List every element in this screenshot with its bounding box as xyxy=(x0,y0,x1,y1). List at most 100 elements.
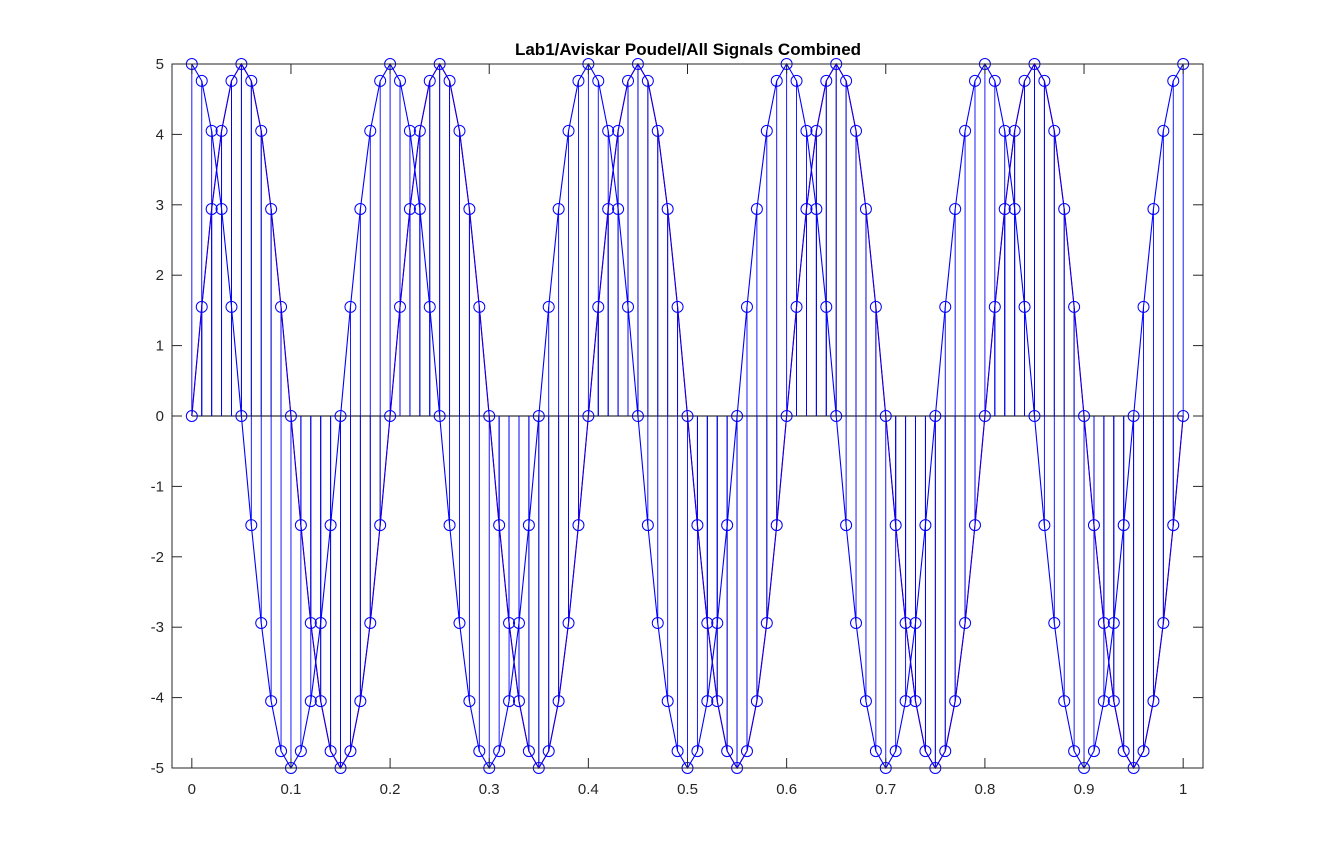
stems xyxy=(191,64,1184,768)
point-s1-62 xyxy=(800,203,813,216)
point-s1-3 xyxy=(215,124,228,137)
point-s2-44 xyxy=(622,300,635,313)
point-s2-81 xyxy=(988,74,1001,87)
y-tick-label-1: -4 xyxy=(151,690,164,707)
y-tick-label-8: 3 xyxy=(156,197,164,214)
point-s2-7 xyxy=(255,616,268,629)
point-s2-5 xyxy=(235,410,248,422)
x-tick-label-10: 1 xyxy=(1179,781,1187,798)
point-s2-39 xyxy=(572,74,585,87)
point-s1-82 xyxy=(998,203,1011,216)
point-s2-58 xyxy=(760,124,773,137)
point-s2-94 xyxy=(1117,519,1130,532)
point-s2-72 xyxy=(899,695,912,708)
point-s1-67 xyxy=(850,124,863,137)
point-s1-53 xyxy=(711,695,724,708)
point-s1-83 xyxy=(1008,124,1021,137)
point-s2-88 xyxy=(1058,695,1071,708)
point-s1-61 xyxy=(790,300,803,313)
point-s1-38 xyxy=(562,616,575,629)
point-s1-9 xyxy=(275,300,288,313)
x-tick-label-7: 0.7 xyxy=(875,781,896,798)
point-s1-57 xyxy=(750,695,763,708)
point-s1-80 xyxy=(978,410,991,422)
point-s1-76 xyxy=(939,745,952,758)
point-s2-38 xyxy=(562,124,575,137)
point-s2-77 xyxy=(949,203,962,216)
point-s1-47 xyxy=(651,124,664,137)
series-line-1 xyxy=(191,62,1184,770)
point-s1-43 xyxy=(612,124,625,137)
point-s1-88 xyxy=(1058,203,1071,216)
point-s1-64 xyxy=(820,74,833,87)
point-s2-32 xyxy=(503,695,516,708)
point-s1-40 xyxy=(582,410,595,422)
point-s1-28 xyxy=(463,203,476,216)
point-s2-34 xyxy=(522,519,535,532)
point-s2-68 xyxy=(859,695,872,708)
point-s1-23 xyxy=(413,124,426,137)
point-s1-19 xyxy=(374,519,387,532)
point-s1-37 xyxy=(552,695,565,708)
point-s1-1 xyxy=(195,300,208,313)
point-s1-36 xyxy=(542,745,555,758)
x-tick-label-3: 0.3 xyxy=(479,781,500,798)
x-tick-label-9: 0.9 xyxy=(1074,781,1095,798)
point-s2-76 xyxy=(939,300,952,313)
point-s1-12 xyxy=(304,616,317,629)
point-s2-2 xyxy=(205,124,218,137)
point-s2-18 xyxy=(364,124,377,137)
point-s2-62 xyxy=(800,124,813,137)
point-s1-31 xyxy=(493,519,506,532)
point-s1-7 xyxy=(255,124,268,137)
point-s1-54 xyxy=(721,745,734,758)
point-s2-52 xyxy=(701,695,714,708)
point-s2-4 xyxy=(225,300,238,313)
point-s1-34 xyxy=(522,745,535,758)
point-s2-69 xyxy=(869,745,882,758)
point-s2-29 xyxy=(473,745,486,758)
point-s1-26 xyxy=(443,74,456,87)
point-s1-29 xyxy=(473,300,486,313)
point-s2-14 xyxy=(324,519,337,532)
point-s1-89 xyxy=(1068,300,1081,313)
point-s1-70 xyxy=(879,410,892,422)
point-s2-85 xyxy=(1028,410,1041,422)
point-s2-71 xyxy=(889,745,902,758)
point-s2-1 xyxy=(195,74,208,87)
point-s2-93 xyxy=(1107,616,1120,629)
point-s1-77 xyxy=(949,695,962,708)
chart-title: Lab1/Aviskar Poudel/All Signals Combined xyxy=(515,40,861,59)
point-s1-13 xyxy=(314,695,327,708)
point-s2-42 xyxy=(602,124,615,137)
point-s2-25 xyxy=(433,410,446,422)
point-s2-65 xyxy=(830,410,843,422)
point-s2-74 xyxy=(919,519,932,532)
point-s2-75 xyxy=(929,410,942,422)
point-s2-56 xyxy=(740,300,753,313)
point-s2-46 xyxy=(641,519,654,532)
x-tick-label-0: 0 xyxy=(188,781,196,798)
point-s1-73 xyxy=(909,695,922,708)
ticks: 0 0.1 0.2 0.3 0.4 0.5 0.6 0.7 0.8 0.9 1 -5 -4 -3 -2 -1 0… xyxy=(151,56,1203,798)
point-s1-11 xyxy=(294,519,307,532)
point-s2-59 xyxy=(770,74,783,87)
point-s1-44 xyxy=(622,74,635,87)
point-s1-84 xyxy=(1018,74,1031,87)
point-s1-68 xyxy=(859,203,872,216)
y-tick-label-10: 5 xyxy=(156,56,164,73)
point-s2-87 xyxy=(1048,616,1061,629)
point-s2-49 xyxy=(671,745,684,758)
point-s2-51 xyxy=(691,745,704,758)
y-tick-label-2: -3 xyxy=(151,619,164,636)
point-s1-27 xyxy=(453,124,466,137)
point-s1-60 xyxy=(780,410,793,422)
point-s2-41 xyxy=(592,74,605,87)
point-s2-45 xyxy=(631,410,644,422)
point-s2-48 xyxy=(661,695,674,708)
point-s2-98 xyxy=(1157,124,1170,137)
point-s1-74 xyxy=(919,745,932,758)
point-s1-32 xyxy=(503,616,516,629)
point-s2-24 xyxy=(423,300,436,313)
